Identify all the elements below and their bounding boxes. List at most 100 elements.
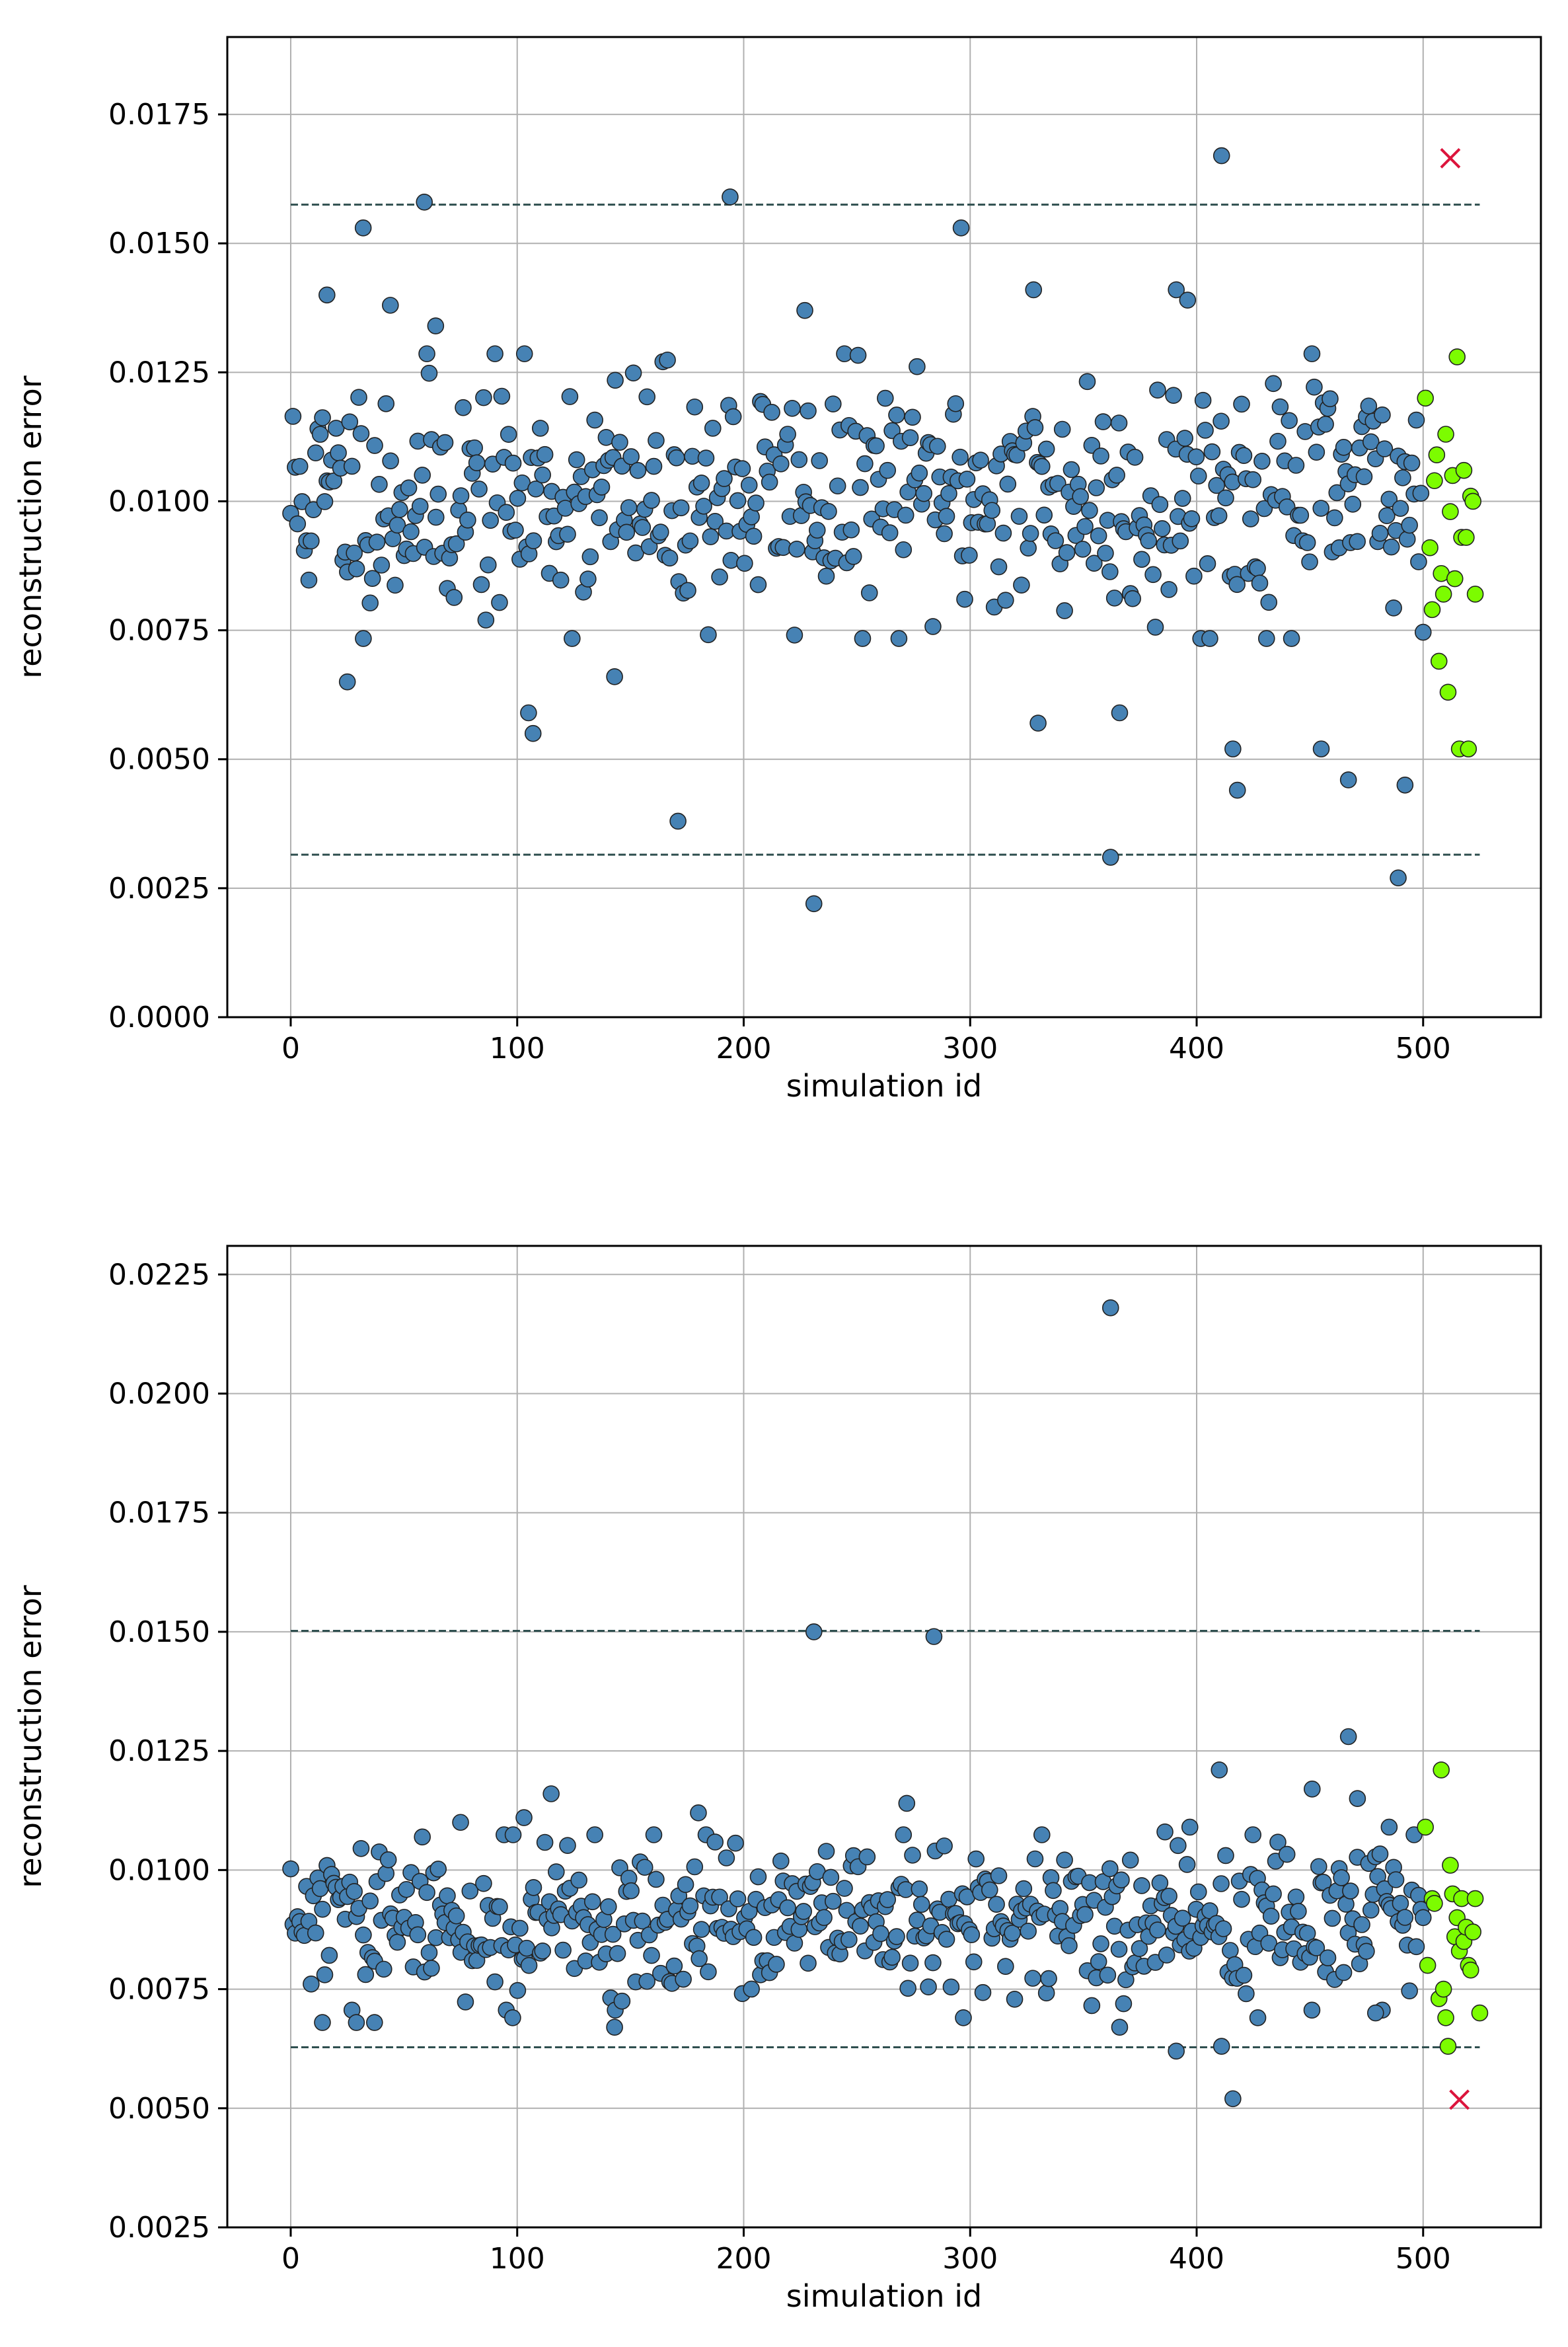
data-point: [504, 454, 522, 472]
data-point: [681, 1897, 699, 1915]
y-tick-label: 0.0150: [108, 227, 210, 260]
data-point: [983, 502, 1001, 519]
data-point: [990, 558, 1008, 576]
data-point: [1074, 541, 1092, 558]
data-point: [1006, 1990, 1024, 2008]
data-point: [686, 1858, 704, 1876]
data-point: [665, 1957, 683, 1975]
data-point: [613, 1992, 631, 2010]
data-point: [1349, 1790, 1366, 1808]
data-point: [366, 437, 383, 454]
data-point: [559, 525, 576, 543]
data-point: [1176, 430, 1193, 447]
data-point: [1217, 1847, 1234, 1865]
data-point: [1303, 2001, 1321, 2019]
data-point: [591, 509, 608, 527]
y-tick-label: 0.0025: [108, 2211, 210, 2245]
y-tick-label: 0.0175: [108, 1496, 210, 1530]
data-point: [672, 499, 690, 517]
data-point: [1303, 345, 1321, 363]
data-point: [1392, 500, 1409, 518]
data-point: [638, 1972, 655, 1990]
data-point: [307, 444, 324, 461]
data-point: [1269, 432, 1287, 450]
data-point: [711, 568, 728, 586]
data-point: [1015, 1880, 1033, 1898]
data-point: [800, 1954, 817, 1972]
data-point: [772, 455, 790, 473]
data-point: [740, 477, 758, 494]
data-point: [1168, 2042, 1185, 2060]
data-point: [1063, 461, 1080, 479]
data-point: [686, 398, 704, 416]
data-point: [669, 812, 687, 830]
data-point: [559, 1837, 576, 1854]
data-point: [1172, 532, 1189, 550]
data-point: [1149, 1921, 1166, 1939]
data-point: [1378, 507, 1396, 524]
data-point: [1287, 457, 1305, 474]
highlighted-point: [1464, 492, 1481, 510]
data-point: [1317, 416, 1334, 433]
data-point: [1033, 457, 1051, 475]
data-point: [1362, 1902, 1380, 1919]
data-point: [947, 395, 965, 412]
data-point: [1156, 1823, 1174, 1841]
data-point: [477, 611, 495, 629]
outlier-marker: [1449, 2089, 1470, 2110]
data-point: [586, 1826, 603, 1843]
data-point: [1414, 623, 1432, 641]
data-point: [895, 541, 913, 558]
data-point: [316, 493, 334, 510]
data-point: [338, 673, 356, 691]
data-point: [988, 1896, 1005, 1913]
data-point: [416, 193, 433, 211]
data-point: [881, 524, 899, 541]
data-point: [400, 479, 418, 496]
data-point: [457, 1993, 474, 2011]
data-point: [1170, 1837, 1187, 1855]
data-point: [888, 406, 905, 424]
data-point: [1253, 453, 1271, 470]
data-point: [411, 498, 429, 515]
data-point: [842, 521, 860, 539]
data-point: [1403, 454, 1421, 472]
data-point: [860, 584, 878, 601]
x-tick-label: 500: [1396, 1032, 1451, 1065]
data-point: [1380, 1818, 1398, 1836]
ticks: 0 100 200 300 400 500 0.0025 0.0050 0.0075 0.0100…: [108, 1258, 1451, 2276]
data-point: [820, 503, 837, 520]
data-point: [808, 521, 826, 539]
data-point: [548, 1863, 565, 1880]
data-point: [815, 1909, 833, 1927]
data-point: [1040, 1970, 1057, 1987]
data-point: [382, 452, 399, 470]
y-tick-label: 0.0175: [108, 98, 210, 132]
data-point: [520, 1956, 538, 1974]
data-point: [1133, 551, 1150, 568]
axes-frame: [226, 1245, 1542, 2229]
data-point: [363, 570, 381, 588]
data-point: [1113, 1871, 1130, 1889]
data-point: [1029, 714, 1047, 732]
data-point: [1214, 1920, 1232, 1937]
data-point: [1094, 413, 1112, 430]
data-point: [552, 571, 570, 589]
data-point: [1105, 590, 1123, 607]
y-tick-label: 0.0225: [108, 1258, 210, 1291]
data-point: [486, 1973, 504, 1991]
data-point: [895, 1826, 913, 1843]
data-point: [965, 1953, 983, 1971]
data-point: [695, 498, 712, 515]
x-tick-label: 100: [490, 2242, 545, 2276]
data-point: [796, 301, 813, 319]
data-point: [925, 1628, 943, 1645]
data-point: [890, 630, 908, 647]
axes-frame: [226, 36, 1542, 1019]
data-point: [466, 439, 483, 457]
data-point: [472, 576, 490, 594]
data-point: [1407, 411, 1425, 429]
data-point: [811, 452, 829, 469]
data-point: [507, 521, 524, 539]
data-point: [1278, 1845, 1296, 1863]
